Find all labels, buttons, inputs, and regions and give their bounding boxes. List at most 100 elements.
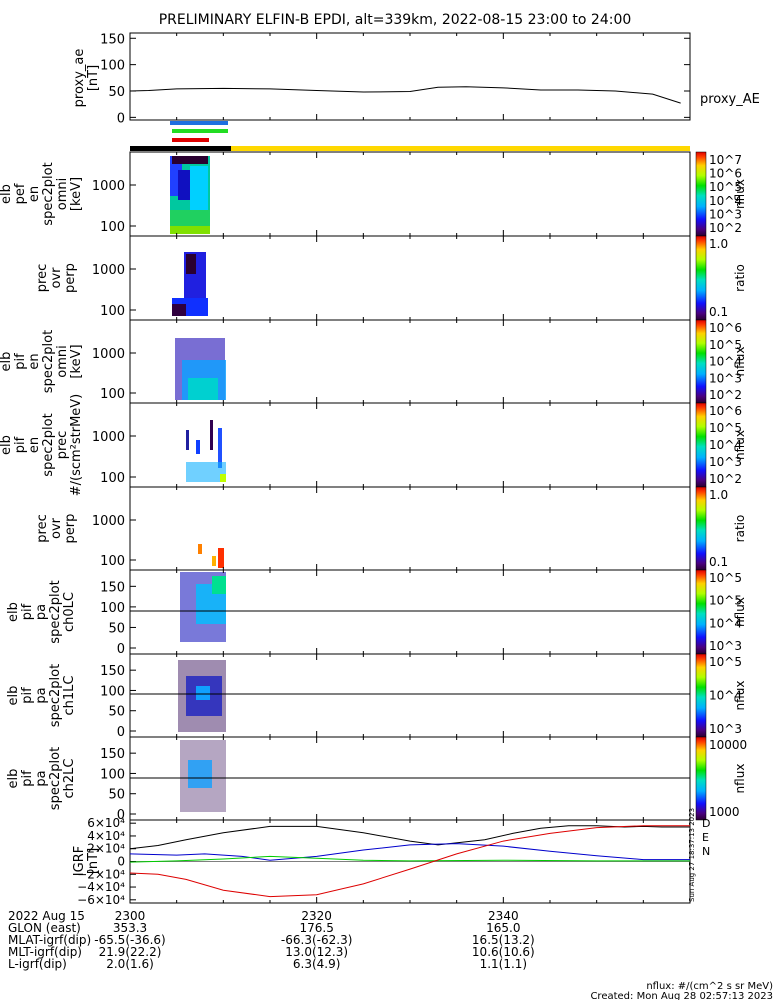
- y-axis-label: IGRF: [72, 846, 87, 876]
- colorbar-label: nflux: [733, 179, 747, 209]
- y-tick-label: 50: [108, 621, 125, 636]
- pif-ratio-speck: [218, 548, 224, 568]
- pa-ch0-block: [212, 576, 226, 594]
- ephemeris-row-label: MLT-igrf(dip): [8, 945, 82, 959]
- y-axis-label: en: [27, 353, 42, 369]
- pef-ratio-block: [172, 304, 186, 316]
- y-axis-label: pif: [20, 687, 35, 704]
- colorbar-tick-label: 10^4: [709, 355, 742, 369]
- y-axis-label: perp: [63, 263, 78, 293]
- colorbar-tick-label: 0.1: [709, 555, 728, 569]
- pef-omni-block: [170, 210, 210, 226]
- y-tick-label: 50: [108, 705, 125, 720]
- colorbar-pa-ch1: [695, 653, 707, 738]
- pif-omni-block: [188, 378, 218, 400]
- y-tick-label: −4×10⁴: [77, 880, 125, 894]
- y-axis-label: ch2LC: [62, 759, 77, 799]
- colorbar-tick-label: 10^4: [709, 194, 742, 208]
- y-axis-label: elb: [6, 686, 21, 706]
- top-bar-blue: [170, 121, 228, 125]
- igrf-legend-label: E: [702, 831, 709, 844]
- y-axis-label: prec: [55, 431, 70, 459]
- y-tick-label: 50: [108, 85, 125, 100]
- y-axis-label: omni: [55, 345, 70, 377]
- colorbar-tick-label: 10^5: [709, 655, 742, 669]
- ephemeris-value: 1.1(1.1): [480, 957, 528, 971]
- colorbar-label: nflux: [733, 347, 747, 377]
- y-axis-label: elb: [6, 769, 21, 789]
- y-axis-label: ovr: [49, 267, 64, 289]
- ephemeris-value: -66.3(-62.3): [281, 933, 352, 947]
- y-tick-label: 2×10⁴: [87, 842, 125, 856]
- colorbar-tick-label: 10^6: [709, 321, 742, 335]
- pif-prec-speck: [196, 440, 200, 454]
- pif-prec-block: [186, 462, 226, 482]
- y-axis-label: prec: [35, 264, 50, 292]
- colorbar-label: nflux: [733, 430, 747, 460]
- series-label: proxy_AE: [700, 92, 760, 107]
- pef-omni-block: [190, 166, 208, 212]
- y-tick-label: 150: [100, 32, 125, 47]
- colorbar-tick-label: 10^6: [709, 167, 742, 181]
- colorbar-tick-label: 10^7: [709, 153, 742, 167]
- y-tick-label: 100: [100, 767, 125, 782]
- pef-omni-block: [172, 156, 208, 164]
- colorbar-tick-label: 10^3: [709, 207, 742, 221]
- y-tick-label: 150: [100, 580, 125, 595]
- ephemeris-value: 13.0(12.3): [285, 945, 348, 959]
- colorbar-tick-label: 10^2: [709, 221, 742, 235]
- y-tick-label: 100: [100, 471, 125, 486]
- ephemeris-row-label: GLON (east): [8, 921, 81, 935]
- y-tick-label: 100: [100, 601, 125, 616]
- y-axis-label: en: [27, 437, 42, 453]
- ephemeris-value: 2.0(1.6): [106, 957, 154, 971]
- y-tick-label: 0: [117, 855, 125, 869]
- colorbar-pa-ch0: [695, 569, 707, 655]
- y-axis-label: elb: [0, 435, 14, 455]
- colorbar-tick-label: 1000: [709, 805, 740, 819]
- spectrogram-data: [130, 156, 690, 812]
- y-tick-label: 0: [117, 725, 125, 740]
- y-axis-label: spec2plot: [48, 664, 63, 727]
- y-tick-label: 100: [100, 684, 125, 699]
- colorbar-tick-label: 10^3: [709, 639, 742, 653]
- colorbar-pif-prec: [695, 402, 707, 488]
- igrf-legend-label: N: [702, 845, 710, 858]
- y-axis-label: pa: [34, 770, 49, 786]
- igrf-side-timestamp: Sun Aug 27 18:37:13 2023: [688, 808, 696, 902]
- orbit-indicator-bars: [130, 121, 690, 151]
- status-bar-yellow: [231, 146, 690, 151]
- ephemeris-value: 2340: [488, 909, 519, 923]
- colorbar-pa-ch2: [695, 736, 707, 821]
- y-axis-label: elb: [0, 352, 14, 372]
- y-axis-label: elb: [6, 602, 21, 622]
- colorbar-tick-label: 10^5: [709, 594, 742, 608]
- y-axis-label: pef: [13, 183, 28, 204]
- panel-ae-frame: [129, 32, 691, 121]
- y-tick-label: 0: [117, 642, 125, 657]
- colorbar-tick-label: 10^4: [709, 689, 742, 703]
- igrf-blue-line: [129, 843, 690, 861]
- colorbar-tick-label: 10^4: [709, 616, 742, 630]
- ephemeris-value: -65.5(-36.6): [94, 933, 165, 947]
- y-tick-label: −2×10⁴: [77, 867, 125, 881]
- ephemeris-value: 16.5(13.2): [472, 933, 535, 947]
- pif-ratio-speck: [212, 556, 216, 566]
- proxy-ae-line: [129, 86, 681, 104]
- y-axis-label: pif: [20, 770, 35, 787]
- ephemeris-value: 10.6(10.6): [472, 945, 535, 959]
- colorbar-label: nflux: [733, 764, 747, 794]
- y-axis-label: spec2plot: [48, 580, 63, 643]
- y-tick-label: 100: [100, 554, 125, 569]
- colorbar-tick-label: 10^3: [709, 722, 742, 736]
- pif-prec-speck: [220, 474, 226, 482]
- status-bar-black: [130, 146, 231, 151]
- y-tick-label: 150: [100, 664, 125, 679]
- y-axis-label: omni: [55, 178, 70, 210]
- y-tick-label: 6×10⁴: [87, 816, 125, 830]
- colorbar-tick-label: 10^3: [709, 371, 742, 385]
- pa-ch1-block: [196, 686, 210, 700]
- y-axis-label: spec2plot: [41, 413, 56, 476]
- y-axis-label: pif: [13, 436, 28, 453]
